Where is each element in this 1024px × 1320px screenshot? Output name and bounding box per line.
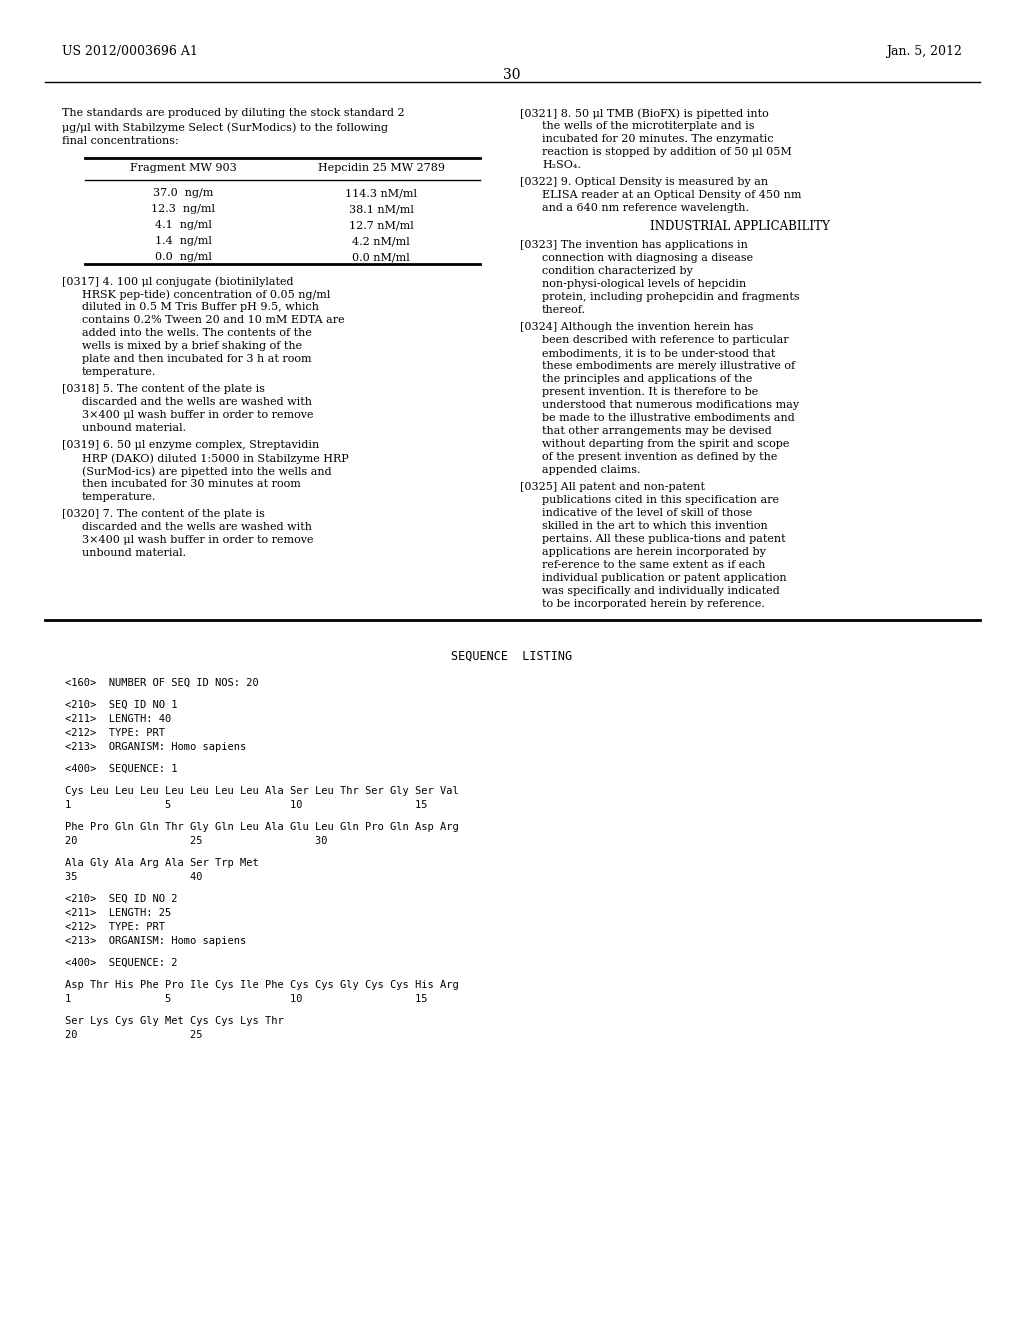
Text: then incubated for 30 minutes at room: then incubated for 30 minutes at room [82, 479, 301, 488]
Text: ELISA reader at an Optical Density of 450 nm: ELISA reader at an Optical Density of 45… [542, 190, 802, 201]
Text: [0325] All patent and non-patent: [0325] All patent and non-patent [520, 482, 705, 492]
Text: <211>  LENGTH: 40: <211> LENGTH: 40 [65, 714, 171, 723]
Text: plate and then incubated for 3 h at room: plate and then incubated for 3 h at room [82, 354, 311, 364]
Text: to be incorporated herein by reference.: to be incorporated herein by reference. [542, 599, 765, 609]
Text: Jan. 5, 2012: Jan. 5, 2012 [886, 45, 962, 58]
Text: ref-erence to the same extent as if each: ref-erence to the same extent as if each [542, 560, 765, 570]
Text: <213>  ORGANISM: Homo sapiens: <213> ORGANISM: Homo sapiens [65, 742, 246, 752]
Text: [0318] 5. The content of the plate is: [0318] 5. The content of the plate is [62, 384, 265, 393]
Text: Ser Lys Cys Gly Met Cys Cys Lys Thr: Ser Lys Cys Gly Met Cys Cys Lys Thr [65, 1016, 284, 1026]
Text: μg/μl with Stabilzyme Select (SurModics) to the following: μg/μl with Stabilzyme Select (SurModics)… [62, 121, 388, 132]
Text: 35                  40: 35 40 [65, 873, 203, 882]
Text: connection with diagnosing a disease: connection with diagnosing a disease [542, 253, 753, 263]
Text: 20                  25: 20 25 [65, 1030, 203, 1040]
Text: US 2012/0003696 A1: US 2012/0003696 A1 [62, 45, 198, 58]
Text: Hepcidin 25 MW 2789: Hepcidin 25 MW 2789 [317, 162, 444, 173]
Text: <211>  LENGTH: 25: <211> LENGTH: 25 [65, 908, 171, 917]
Text: incubated for 20 minutes. The enzymatic: incubated for 20 minutes. The enzymatic [542, 135, 773, 144]
Text: these embodiments are merely illustrative of: these embodiments are merely illustrativ… [542, 360, 795, 371]
Text: pertains. All these publica-tions and patent: pertains. All these publica-tions and pa… [542, 535, 785, 544]
Text: 0.0  ng/ml: 0.0 ng/ml [155, 252, 211, 261]
Text: contains 0.2% Tween 20 and 10 mM EDTA are: contains 0.2% Tween 20 and 10 mM EDTA ar… [82, 315, 345, 325]
Text: 3×400 μl wash buffer in order to remove: 3×400 μl wash buffer in order to remove [82, 411, 313, 420]
Text: diluted in 0.5 M Tris Buffer pH 9.5, which: diluted in 0.5 M Tris Buffer pH 9.5, whi… [82, 302, 319, 312]
Text: <210>  SEQ ID NO 1: <210> SEQ ID NO 1 [65, 700, 177, 710]
Text: wells is mixed by a brief shaking of the: wells is mixed by a brief shaking of the [82, 341, 302, 351]
Text: individual publication or patent application: individual publication or patent applica… [542, 573, 786, 583]
Text: temperature.: temperature. [82, 492, 157, 502]
Text: protein, including prohepcidin and fragments: protein, including prohepcidin and fragm… [542, 292, 800, 302]
Text: 1               5                   10                  15: 1 5 10 15 [65, 994, 427, 1005]
Text: reaction is stopped by addition of 50 μl 05M: reaction is stopped by addition of 50 μl… [542, 147, 792, 157]
Text: 12.7 nM/ml: 12.7 nM/ml [348, 220, 414, 230]
Text: HRP (DAKO) diluted 1:5000 in Stabilzyme HRP: HRP (DAKO) diluted 1:5000 in Stabilzyme … [82, 453, 349, 463]
Text: thereof.: thereof. [542, 305, 586, 315]
Text: [0320] 7. The content of the plate is: [0320] 7. The content of the plate is [62, 510, 265, 519]
Text: Fragment MW 903: Fragment MW 903 [130, 162, 237, 173]
Text: the principles and applications of the: the principles and applications of the [542, 374, 753, 384]
Text: added into the wells. The contents of the: added into the wells. The contents of th… [82, 327, 312, 338]
Text: of the present invention as defined by the: of the present invention as defined by t… [542, 451, 777, 462]
Text: Ala Gly Ala Arg Ala Ser Trp Met: Ala Gly Ala Arg Ala Ser Trp Met [65, 858, 259, 869]
Text: 20                  25                  30: 20 25 30 [65, 836, 328, 846]
Text: 3×400 μl wash buffer in order to remove: 3×400 μl wash buffer in order to remove [82, 535, 313, 545]
Text: been described with reference to particular: been described with reference to particu… [542, 335, 788, 345]
Text: [0317] 4. 100 μl conjugate (biotinilylated: [0317] 4. 100 μl conjugate (biotinilylat… [62, 276, 294, 286]
Text: <210>  SEQ ID NO 2: <210> SEQ ID NO 2 [65, 894, 177, 904]
Text: appended claims.: appended claims. [542, 465, 640, 475]
Text: <212>  TYPE: PRT: <212> TYPE: PRT [65, 729, 165, 738]
Text: [0322] 9. Optical Density is measured by an: [0322] 9. Optical Density is measured by… [520, 177, 768, 187]
Text: HRSK pep-tide) concentration of 0.05 ng/ml: HRSK pep-tide) concentration of 0.05 ng/… [82, 289, 331, 300]
Text: temperature.: temperature. [82, 367, 157, 378]
Text: 1.4  ng/ml: 1.4 ng/ml [155, 236, 211, 246]
Text: non-physi-ological levels of hepcidin: non-physi-ological levels of hepcidin [542, 279, 746, 289]
Text: present invention. It is therefore to be: present invention. It is therefore to be [542, 387, 758, 397]
Text: was specifically and individually indicated: was specifically and individually indica… [542, 586, 779, 597]
Text: <212>  TYPE: PRT: <212> TYPE: PRT [65, 921, 165, 932]
Text: embodiments, it is to be under-stood that: embodiments, it is to be under-stood tha… [542, 348, 775, 358]
Text: unbound material.: unbound material. [82, 548, 186, 558]
Text: that other arrangements may be devised: that other arrangements may be devised [542, 426, 772, 436]
Text: be made to the illustrative embodiments and: be made to the illustrative embodiments … [542, 413, 795, 422]
Text: [0323] The invention has applications in: [0323] The invention has applications in [520, 240, 748, 249]
Text: publications cited in this specification are: publications cited in this specification… [542, 495, 779, 506]
Text: 38.1 nM/ml: 38.1 nM/ml [348, 205, 414, 214]
Text: <160>  NUMBER OF SEQ ID NOS: 20: <160> NUMBER OF SEQ ID NOS: 20 [65, 678, 259, 688]
Text: indicative of the level of skill of those: indicative of the level of skill of thos… [542, 508, 753, 517]
Text: unbound material.: unbound material. [82, 422, 186, 433]
Text: Phe Pro Gln Gln Thr Gly Gln Leu Ala Glu Leu Gln Pro Gln Asp Arg: Phe Pro Gln Gln Thr Gly Gln Leu Ala Glu … [65, 822, 459, 832]
Text: SEQUENCE  LISTING: SEQUENCE LISTING [452, 649, 572, 663]
Text: discarded and the wells are washed with: discarded and the wells are washed with [82, 521, 312, 532]
Text: [0324] Although the invention herein has: [0324] Although the invention herein has [520, 322, 754, 333]
Text: <400>  SEQUENCE: 1: <400> SEQUENCE: 1 [65, 764, 177, 774]
Text: final concentrations:: final concentrations: [62, 136, 179, 147]
Text: understood that numerous modifications may: understood that numerous modifications m… [542, 400, 799, 411]
Text: 114.3 nM/ml: 114.3 nM/ml [345, 187, 417, 198]
Text: without departing from the spirit and scope: without departing from the spirit and sc… [542, 440, 790, 449]
Text: (SurMod-ics) are pipetted into the wells and: (SurMod-ics) are pipetted into the wells… [82, 466, 332, 477]
Text: skilled in the art to which this invention: skilled in the art to which this inventi… [542, 521, 768, 531]
Text: 12.3  ng/ml: 12.3 ng/ml [151, 205, 215, 214]
Text: H₂SO₄.: H₂SO₄. [542, 160, 581, 170]
Text: Cys Leu Leu Leu Leu Leu Leu Leu Ala Ser Leu Thr Ser Gly Ser Val: Cys Leu Leu Leu Leu Leu Leu Leu Ala Ser … [65, 785, 459, 796]
Text: 4.2 nM/ml: 4.2 nM/ml [352, 236, 410, 246]
Text: The standards are produced by diluting the stock standard 2: The standards are produced by diluting t… [62, 108, 404, 117]
Text: Asp Thr His Phe Pro Ile Cys Ile Phe Cys Cys Gly Cys Cys His Arg: Asp Thr His Phe Pro Ile Cys Ile Phe Cys … [65, 979, 459, 990]
Text: 4.1  ng/ml: 4.1 ng/ml [155, 220, 211, 230]
Text: discarded and the wells are washed with: discarded and the wells are washed with [82, 397, 312, 407]
Text: 30: 30 [503, 69, 521, 82]
Text: <213>  ORGANISM: Homo sapiens: <213> ORGANISM: Homo sapiens [65, 936, 246, 946]
Text: and a 640 nm reference wavelength.: and a 640 nm reference wavelength. [542, 203, 749, 213]
Text: <400>  SEQUENCE: 2: <400> SEQUENCE: 2 [65, 958, 177, 968]
Text: [0321] 8. 50 μl TMB (BioFX) is pipetted into: [0321] 8. 50 μl TMB (BioFX) is pipetted … [520, 108, 769, 119]
Text: 1               5                   10                  15: 1 5 10 15 [65, 800, 427, 810]
Text: applications are herein incorporated by: applications are herein incorporated by [542, 546, 766, 557]
Text: 37.0  ng/m: 37.0 ng/m [153, 187, 213, 198]
Text: [0319] 6. 50 μl enzyme complex, Streptavidin: [0319] 6. 50 μl enzyme complex, Streptav… [62, 440, 319, 450]
Text: INDUSTRIAL APPLICABILITY: INDUSTRIAL APPLICABILITY [650, 220, 829, 234]
Text: 0.0 nM/ml: 0.0 nM/ml [352, 252, 410, 261]
Text: condition characterized by: condition characterized by [542, 267, 693, 276]
Text: the wells of the microtiterplate and is: the wells of the microtiterplate and is [542, 121, 755, 131]
